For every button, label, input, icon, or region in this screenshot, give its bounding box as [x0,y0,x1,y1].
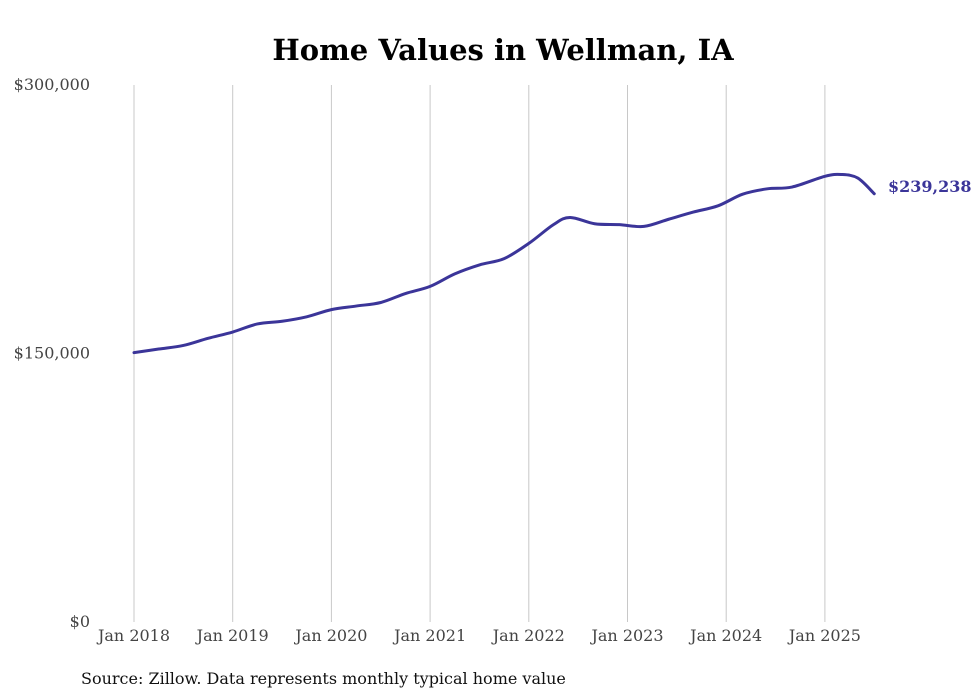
data-point [551,223,555,227]
data-point [872,192,876,196]
data-point [823,174,827,178]
data-point [231,330,235,334]
end-value-label: $239,238 [888,177,972,196]
source-note: Source: Zillow. Data represents monthly … [81,669,566,688]
data-point [667,217,671,221]
data-point [691,210,695,214]
data-point [181,343,185,347]
data-point [741,192,745,196]
y-tick-label: $0 [70,612,90,631]
data-point [593,222,597,226]
x-tick-label: Jan 2023 [589,626,663,645]
data-point [765,187,769,191]
y-axis-ticks: $0 $150,000 $300,000 [14,75,90,631]
y-tick-label: $300,000 [14,75,90,94]
x-tick-label: Jan 2020 [293,626,367,645]
data-point [403,292,407,296]
data-point [502,257,506,261]
data-point [132,351,136,355]
data-point [157,347,161,351]
data-point [329,308,333,312]
data-point [354,304,358,308]
data-point [527,241,531,245]
data-point [206,336,210,340]
data-point [856,176,860,180]
x-axis-ticks: Jan 2018 Jan 2019 Jan 2020 Jan 2021 Jan 2022… [96,626,861,645]
data-point [428,284,432,288]
data-point [568,215,572,219]
x-tick-label: Jan 2024 [688,626,762,645]
data-point [280,319,284,323]
x-tick-label: Jan 2025 [787,626,861,645]
data-point [255,322,259,326]
chart-title: Home Values in Wellman, IA [272,33,734,67]
x-tick-label: Jan 2021 [392,626,466,645]
x-tick-label: Jan 2022 [491,626,565,645]
x-tick-label: Jan 2018 [96,626,170,645]
data-point [839,173,843,177]
data-point [716,204,720,208]
data-point [305,315,309,319]
data-point [477,263,481,267]
data-point [379,300,383,304]
series-layer [132,172,876,355]
y-tick-label: $150,000 [14,344,90,363]
data-point [617,223,621,227]
grid-lines [133,85,826,622]
data-point [790,185,794,189]
series-line-0 [132,172,876,355]
x-tick-label: Jan 2019 [195,626,269,645]
data-point [453,272,457,276]
data-point [642,224,646,228]
